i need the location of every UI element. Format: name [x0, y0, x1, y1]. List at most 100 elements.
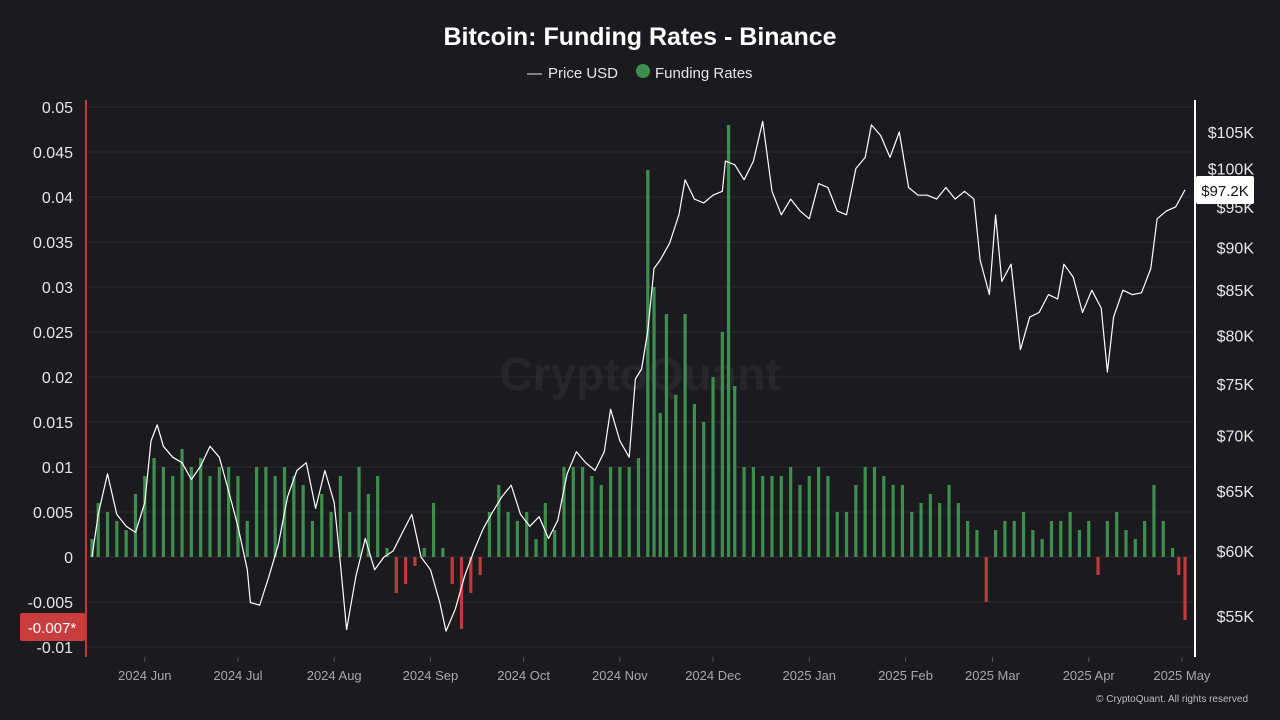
- funding-bar: [692, 404, 696, 557]
- x-tick-label: 2024 Jun: [118, 668, 172, 683]
- funding-bar: [956, 503, 960, 557]
- funding-bar: [882, 476, 886, 557]
- price-line-group: [91, 120, 1186, 632]
- price-legend-label[interactable]: Price USD: [548, 65, 618, 82]
- funding-legend-label[interactable]: Funding Rates: [655, 65, 753, 82]
- funding-bar: [900, 485, 905, 557]
- funding-bar: [124, 530, 128, 557]
- funding-bar: [413, 557, 417, 566]
- x-tick-label: 2024 Sep: [403, 668, 459, 683]
- funding-bar: [664, 314, 669, 557]
- funding-bar: [1133, 539, 1137, 557]
- funding-bar: [1152, 485, 1156, 557]
- funding-bar: [1059, 521, 1063, 557]
- funding-bar: [1003, 521, 1007, 557]
- funding-bar: [599, 485, 603, 557]
- left-tick-label: -0.01: [37, 640, 74, 657]
- funding-bar: [674, 395, 678, 557]
- funding-bar: [562, 467, 566, 557]
- funding-bar: [348, 512, 352, 557]
- funding-bar: [938, 503, 942, 557]
- funding-bars: [90, 125, 1187, 629]
- funding-bar: [742, 467, 746, 557]
- funding-bar: [1031, 530, 1035, 557]
- funding-bar: [928, 494, 932, 557]
- right-tick-label: $60K: [1217, 544, 1255, 561]
- funding-bar: [966, 521, 970, 557]
- funding-bar: [431, 503, 436, 557]
- funding-bar: [441, 548, 445, 557]
- funding-bar: [385, 548, 389, 557]
- funding-bar: [1077, 530, 1082, 557]
- funding-bar: [733, 386, 737, 557]
- funding-bar: [133, 494, 138, 557]
- funding-bar: [1105, 521, 1109, 557]
- funding-bar: [469, 557, 473, 593]
- funding-bar: [1183, 557, 1187, 620]
- left-tick-label: 0.03: [42, 280, 73, 297]
- left-tick-label: 0.04: [42, 190, 73, 207]
- funding-bar: [891, 485, 895, 557]
- funding-bar: [115, 521, 119, 557]
- x-tick-label: 2025 Apr: [1063, 668, 1116, 683]
- funding-bar: [236, 476, 240, 557]
- funding-bar: [919, 503, 923, 557]
- funding-bar: [1049, 521, 1054, 557]
- funding-bar: [199, 458, 203, 557]
- funding-bar: [292, 476, 296, 557]
- right-tick-label: $70K: [1217, 428, 1255, 445]
- funding-bar: [1143, 521, 1147, 557]
- left-tick-label: 0.025: [33, 325, 73, 342]
- right-tick-label: $55K: [1217, 609, 1255, 626]
- x-tick-label: 2025 Mar: [965, 668, 1021, 683]
- funding-bar: [1068, 512, 1072, 557]
- funding-bar: [872, 467, 877, 557]
- funding-bar: [208, 476, 212, 557]
- right-tick-label: $85K: [1217, 283, 1255, 300]
- funding-bar: [459, 557, 464, 629]
- funding-bar: [1170, 548, 1175, 557]
- funding-bar: [720, 332, 724, 557]
- funding-bar: [404, 557, 408, 584]
- x-tick-label: 2025 Feb: [878, 668, 933, 683]
- funding-bar: [835, 512, 839, 557]
- left-value-badge-bg: [20, 613, 85, 641]
- funding-bar: [581, 467, 585, 557]
- watermark: CryptoQuant: [499, 348, 780, 400]
- funding-bar: [171, 476, 175, 557]
- x-tick-label: 2025 Jan: [783, 668, 837, 683]
- funding-bar: [844, 512, 849, 557]
- funding-bar: [357, 467, 361, 557]
- funding-bar: [338, 476, 343, 557]
- funding-bar: [1161, 521, 1165, 557]
- funding-bar: [1040, 539, 1044, 557]
- x-axis-ticks: 2024 Jun 2024 Jul 2024 Aug 2024 Sep 2024 Oct…: [118, 657, 1211, 683]
- funding-bar: [264, 467, 268, 557]
- funding-bar: [180, 449, 184, 557]
- right-axis-ticks: $105K $100K $95K $90K $85K $80K $75K $70K $65K $6…: [1208, 125, 1255, 626]
- funding-bar: [254, 467, 259, 557]
- funding-bar: [807, 476, 811, 557]
- left-tick-label: 0.015: [33, 415, 73, 432]
- funding-bar: [947, 485, 951, 557]
- funding-bar: [984, 557, 988, 602]
- funding-bar: [910, 512, 914, 557]
- funding-bar: [161, 467, 166, 557]
- funding-bar: [816, 467, 821, 557]
- funding-bar: [711, 377, 715, 557]
- funding-bar: [1115, 512, 1119, 557]
- funding-bar: [761, 476, 765, 557]
- funding-bar: [553, 530, 557, 557]
- funding-bar: [217, 467, 221, 557]
- funding-bar: [506, 512, 510, 557]
- price-line: [91, 120, 1186, 632]
- funding-bar: [1177, 557, 1181, 575]
- funding-bar: [450, 557, 454, 584]
- funding-bar: [751, 467, 755, 557]
- funding-bar: [571, 467, 575, 557]
- funding-bar: [854, 485, 858, 557]
- funding-bar: [525, 512, 529, 557]
- right-tick-label: $105K: [1208, 125, 1255, 142]
- x-tick-label: 2024 Jul: [213, 668, 262, 683]
